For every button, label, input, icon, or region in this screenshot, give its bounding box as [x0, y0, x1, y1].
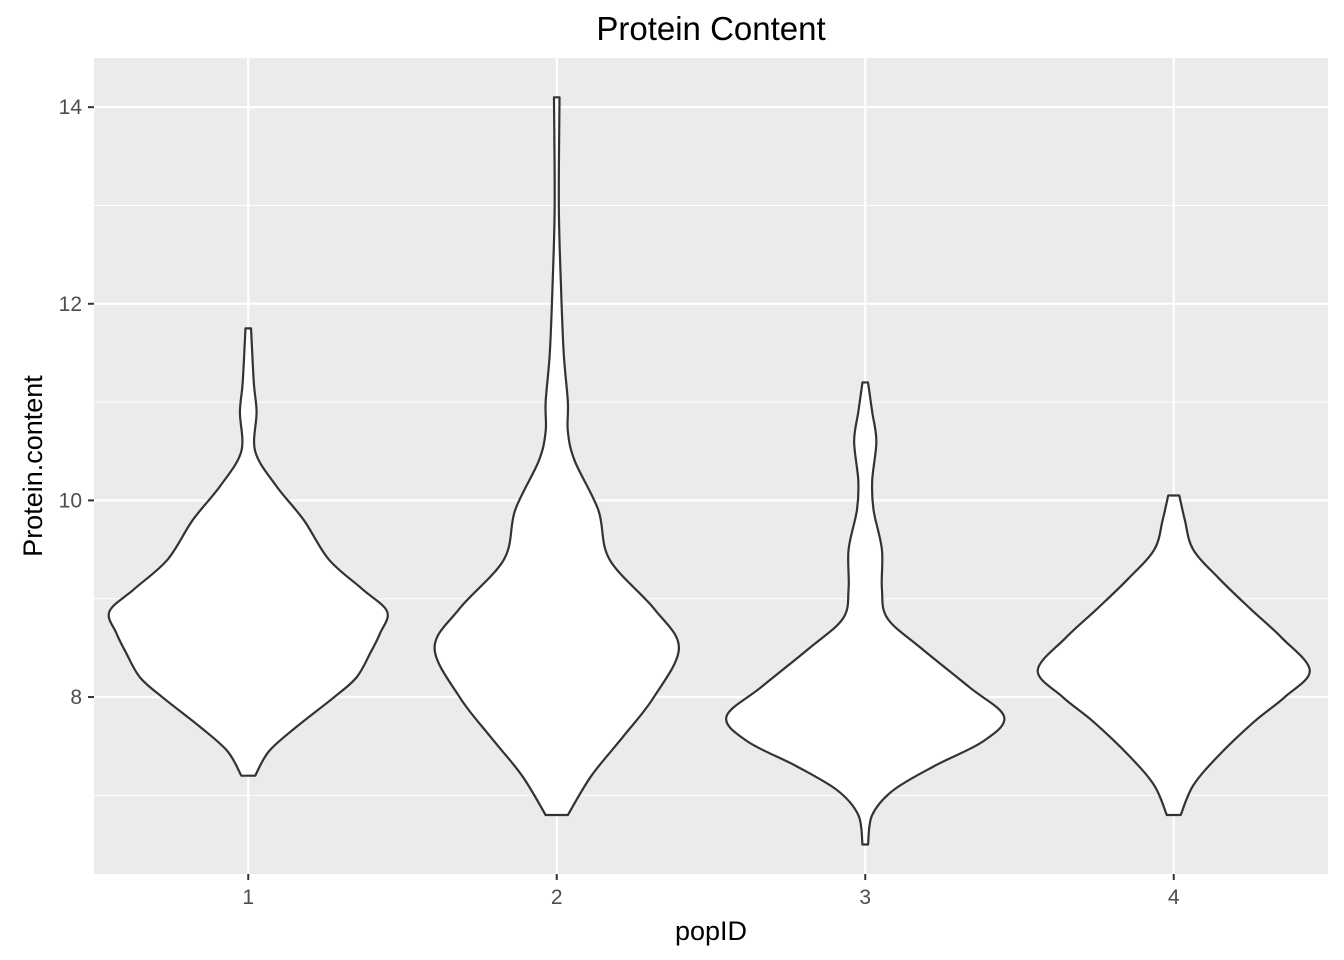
y-tick-label: 12	[59, 293, 82, 316]
x-axis: 1 2 3 4	[242, 874, 1180, 909]
violins	[107, 96, 1311, 846]
violin-4	[1036, 494, 1311, 817]
x-tick-label: 3	[859, 886, 871, 909]
y-tick-label: 10	[59, 489, 82, 512]
y-axis: 8 10 12 14	[59, 96, 94, 709]
x-tick-label: 1	[242, 886, 254, 909]
x-tick-label: 2	[551, 886, 563, 909]
violin-2	[433, 96, 681, 817]
y-tick-label: 8	[70, 686, 82, 709]
x-tick-label: 4	[1168, 886, 1180, 909]
y-tick-label: 14	[59, 96, 83, 119]
violin-1	[107, 327, 389, 777]
chart-title: Protein Content	[596, 10, 825, 47]
x-axis-title: popID	[675, 916, 747, 946]
y-axis-title: Protein.content	[18, 375, 48, 557]
violin-3	[725, 381, 1006, 846]
